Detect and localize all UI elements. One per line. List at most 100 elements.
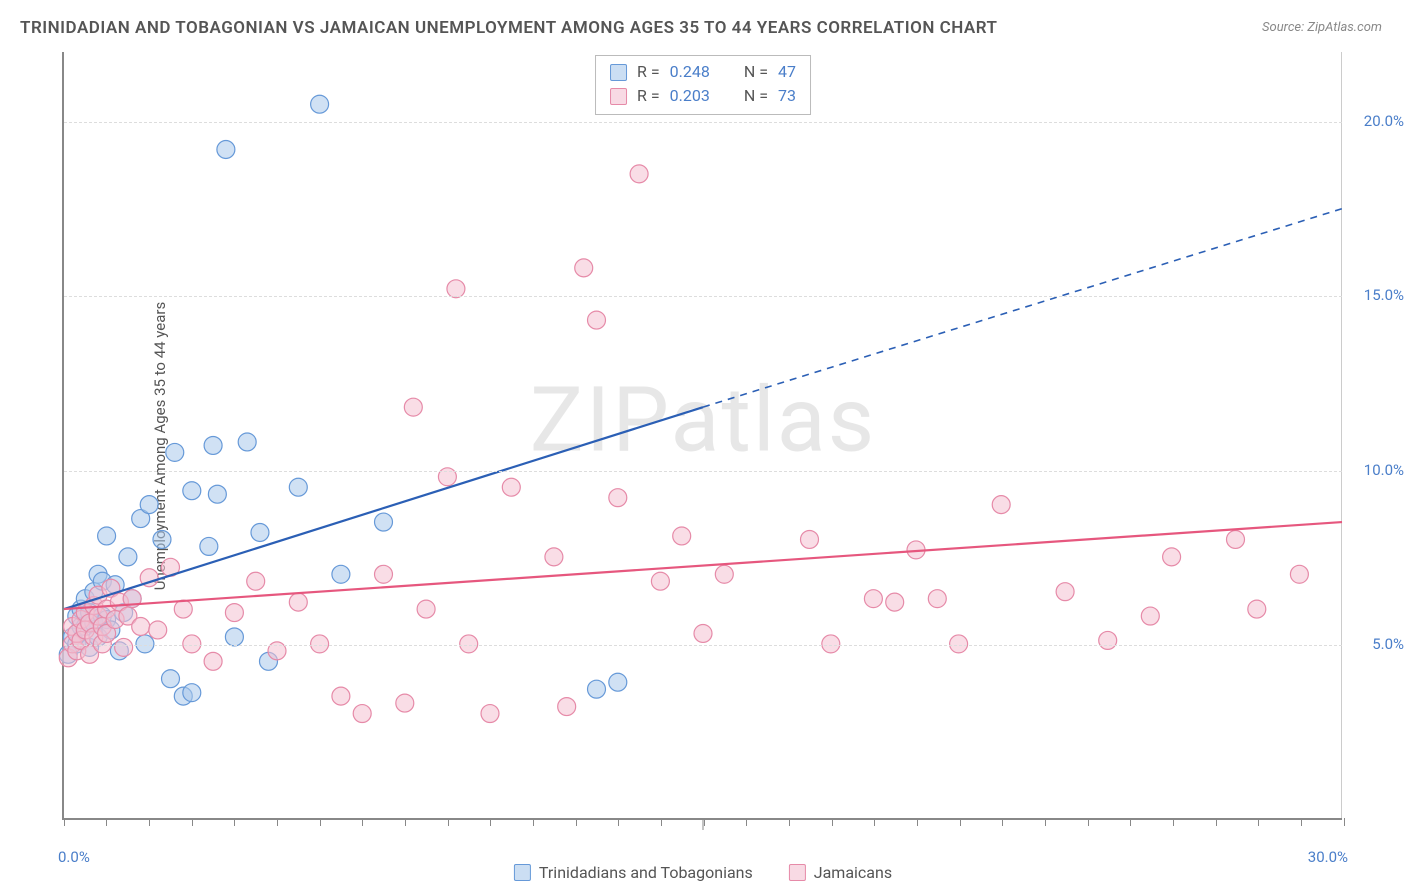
legend-label: Jamaicans: [814, 863, 892, 882]
data-point: [119, 548, 137, 566]
gridline: [64, 296, 1342, 297]
x-tick: [1216, 818, 1217, 826]
x-tick: [789, 818, 790, 826]
data-point: [166, 443, 184, 461]
data-point: [208, 485, 226, 503]
stats-r-value: 0.203: [670, 84, 710, 108]
data-point: [238, 433, 256, 451]
data-point: [1056, 583, 1074, 601]
data-point: [460, 635, 478, 653]
legend-item: Jamaicans: [789, 863, 892, 882]
x-tick-label: 30.0%: [1308, 848, 1348, 866]
x-tick: [1045, 818, 1046, 826]
data-point: [588, 311, 606, 329]
data-point: [928, 590, 946, 608]
data-point: [481, 705, 499, 723]
x-tick: [490, 818, 491, 826]
data-point: [396, 694, 414, 712]
data-point: [115, 638, 133, 656]
source-label: Source: ZipAtlas.com: [1262, 20, 1382, 35]
data-point: [1141, 607, 1159, 625]
data-point: [183, 635, 201, 653]
x-tick: [746, 818, 747, 826]
stats-swatch: [610, 88, 627, 105]
stats-r-label: R =: [637, 60, 660, 84]
data-point: [1227, 530, 1245, 548]
data-point: [801, 530, 819, 548]
y-tick-label: 20.0%: [1364, 112, 1404, 130]
data-point: [1248, 600, 1266, 618]
x-tick: [1130, 818, 1131, 826]
legend-label: Trinidadians and Tobagonians: [539, 863, 753, 882]
data-point: [247, 572, 265, 590]
data-point: [886, 593, 904, 611]
x-tick: [704, 818, 705, 826]
gridline: [64, 645, 1342, 646]
data-point: [225, 628, 243, 646]
x-tick: [106, 818, 107, 826]
stats-row: R = 0.248 N = 47: [610, 60, 796, 84]
data-point: [225, 604, 243, 622]
data-point: [1290, 565, 1308, 583]
y-tick-label: 15.0%: [1364, 286, 1404, 304]
data-point: [353, 705, 371, 723]
x-tick: [661, 818, 662, 826]
stats-n-value: 47: [778, 60, 796, 84]
data-point: [558, 698, 576, 716]
stats-n-value: 73: [778, 84, 796, 108]
plot-svg: [64, 52, 1342, 818]
stats-n-label: N =: [744, 84, 768, 108]
data-point: [136, 635, 154, 653]
data-point: [98, 527, 116, 545]
data-point: [311, 95, 329, 113]
y-tick-label: 5.0%: [1372, 635, 1404, 653]
data-point: [609, 489, 627, 507]
stats-n-label: N =: [744, 60, 768, 84]
x-tick: [576, 818, 577, 826]
data-point: [609, 673, 627, 691]
data-point: [183, 684, 201, 702]
data-point: [375, 565, 393, 583]
data-point: [251, 524, 269, 542]
x-tick-label: 0.0%: [58, 848, 90, 866]
data-point: [332, 687, 350, 705]
stats-r-label: R =: [637, 84, 660, 108]
y-tick-label: 10.0%: [1364, 461, 1404, 479]
data-point: [311, 635, 329, 653]
x-tick: [1258, 818, 1259, 826]
x-tick: [192, 818, 193, 826]
data-point: [132, 618, 150, 636]
x-tick: [874, 818, 875, 826]
data-point: [673, 527, 691, 545]
x-tick: [618, 818, 619, 826]
data-point: [149, 621, 167, 639]
data-point: [545, 548, 563, 566]
data-point: [332, 565, 350, 583]
data-point: [447, 280, 465, 298]
data-point: [992, 496, 1010, 514]
data-point: [404, 398, 422, 416]
data-point: [694, 624, 712, 642]
legend-swatch: [514, 864, 531, 881]
data-point: [502, 478, 520, 496]
data-point: [289, 478, 307, 496]
data-point: [162, 670, 180, 688]
chart-title: TRINIDADIAN AND TOBAGONIAN VS JAMAICAN U…: [20, 18, 997, 38]
x-tick: [1301, 818, 1302, 826]
x-tick: [960, 818, 961, 826]
data-point: [1163, 548, 1181, 566]
x-tick: [448, 818, 449, 826]
stats-r-value: 0.248: [670, 60, 710, 84]
data-point: [1099, 631, 1117, 649]
x-tick: [362, 818, 363, 826]
data-point: [630, 165, 648, 183]
plot-area: ZIPatlas 5.0%10.0%15.0%20.0%0.0%30.0%: [62, 52, 1342, 820]
x-tick: [1002, 818, 1003, 826]
data-point: [140, 496, 158, 514]
legend-swatch: [789, 864, 806, 881]
bottom-legend: Trinidadians and Tobagonians Jamaicans: [514, 863, 892, 882]
data-point: [575, 259, 593, 277]
data-point: [715, 565, 733, 583]
x-tick: [1088, 818, 1089, 826]
data-point: [289, 593, 307, 611]
